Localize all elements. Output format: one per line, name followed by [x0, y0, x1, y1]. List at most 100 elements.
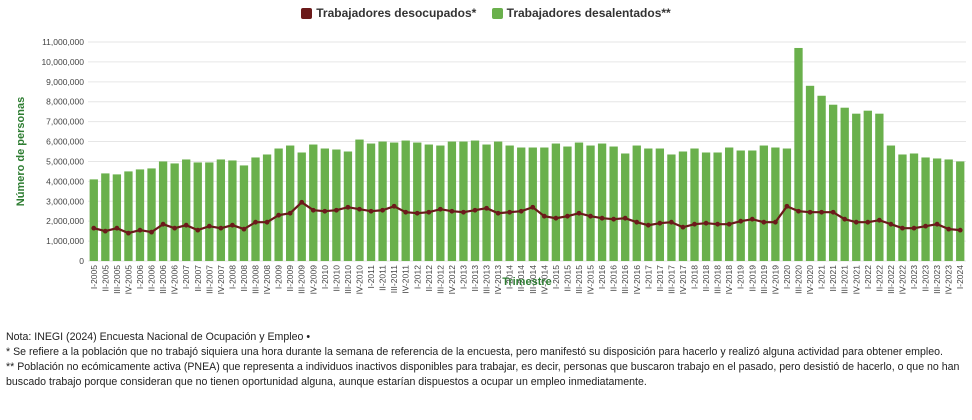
x-tick-label: III-2005 — [112, 265, 122, 294]
footnote-desocupados: * Se refiere a la población que no traba… — [6, 346, 943, 358]
line-point — [576, 210, 582, 216]
x-tick-label: I-2013 — [458, 265, 468, 289]
bar — [124, 171, 133, 261]
line-point — [530, 204, 536, 210]
line-point — [449, 208, 455, 214]
line-point — [611, 216, 617, 222]
x-tick-label: II-2014 — [516, 265, 526, 292]
line-point — [206, 223, 212, 229]
x-tick-label: III-2023 — [932, 265, 942, 294]
bar — [586, 145, 595, 261]
bar — [621, 153, 630, 261]
legend-item-desocupados[interactable]: Trabajadores desocupados* — [301, 6, 476, 20]
line-point — [322, 208, 328, 214]
line-point — [726, 221, 732, 227]
bar — [678, 151, 688, 261]
x-tick-label: I-2012 — [412, 265, 422, 289]
x-tick-label: III-2007 — [204, 265, 214, 294]
legend-item-desalentados[interactable]: Trabajadores desalentados** — [491, 6, 671, 20]
x-tick-label: II-2013 — [470, 265, 480, 292]
line-point — [923, 223, 928, 229]
x-tick-label: III-2017 — [666, 265, 676, 294]
line-point — [507, 209, 513, 215]
line-point — [692, 221, 697, 227]
line-point — [253, 219, 258, 225]
line-point — [91, 225, 97, 231]
bar — [736, 150, 745, 261]
bar — [251, 157, 260, 261]
line-point — [657, 220, 663, 226]
x-tick-label: III-2018 — [713, 265, 723, 294]
bar — [852, 113, 861, 261]
x-tick-label: I-2008 — [227, 265, 237, 289]
bar — [597, 143, 607, 261]
line-point — [807, 209, 813, 215]
x-tick-label: II-2017 — [655, 265, 665, 292]
bar — [563, 146, 572, 261]
bar — [517, 147, 526, 261]
bar — [470, 140, 480, 261]
line-point — [876, 217, 882, 223]
x-tick-label: II-2008 — [239, 265, 249, 292]
line-point — [126, 230, 131, 236]
bar — [274, 148, 283, 261]
bar — [644, 148, 653, 261]
legend-swatch-desocupados — [301, 7, 313, 19]
x-tick-label: IV-2011 — [401, 265, 411, 294]
x-tick-label: I-2016 — [597, 265, 607, 289]
bar — [632, 145, 641, 261]
x-tick-label: II-2007 — [193, 265, 203, 292]
line-point — [541, 213, 547, 219]
line-point — [565, 213, 570, 219]
bar — [389, 142, 399, 261]
line-point — [553, 215, 559, 221]
bar — [378, 141, 387, 261]
bar — [540, 147, 549, 261]
x-tick-label: III-2010 — [343, 265, 353, 294]
line-point — [403, 209, 409, 215]
line-point — [645, 222, 651, 228]
x-tick-label: I-2006 — [135, 265, 145, 289]
legend-swatch-desalentados — [491, 7, 503, 19]
x-tick-label: I-2020 — [782, 265, 792, 289]
line-point — [484, 205, 489, 211]
line-point — [276, 212, 282, 218]
bar — [932, 158, 942, 261]
line-point — [599, 215, 605, 221]
x-tick-label: II-2023 — [921, 265, 931, 292]
x-tick-label: IV-2013 — [493, 265, 503, 295]
bar — [459, 141, 468, 261]
bar — [482, 144, 491, 261]
x-tick-label: III-2013 — [482, 265, 492, 294]
bar — [413, 142, 422, 261]
x-tick-label: III-2022 — [886, 265, 896, 294]
chart-notes: Nota: INEGI (2024) Encuesta Nacional de … — [6, 330, 966, 390]
x-tick-label: IV-2009 — [308, 265, 318, 295]
bar — [401, 140, 410, 261]
bar — [297, 152, 306, 261]
y-tick-label: 3,000,000 — [46, 196, 84, 206]
x-tick-label: I-2010 — [320, 265, 330, 289]
bar — [147, 168, 156, 261]
x-tick-label: IV-2016 — [632, 265, 642, 295]
y-tick-label: 6,000,000 — [46, 137, 84, 147]
line-point — [900, 225, 905, 231]
x-tick-label: IV-2014 — [539, 265, 549, 295]
line-point — [137, 227, 143, 233]
line-point — [114, 225, 120, 231]
line-point — [703, 220, 709, 226]
x-tick-label: I-2005 — [89, 265, 99, 289]
bar — [170, 163, 179, 261]
line-point — [426, 209, 432, 215]
bar — [493, 141, 503, 261]
line-point — [749, 216, 755, 222]
bar — [436, 145, 445, 261]
bar — [89, 179, 98, 261]
y-tick-label: 4,000,000 — [46, 176, 84, 186]
bar — [112, 174, 122, 261]
line-point — [183, 222, 189, 228]
bar — [135, 169, 145, 261]
bar — [667, 154, 676, 261]
x-tick-label: IV-2012 — [447, 265, 457, 295]
bar — [320, 148, 329, 261]
